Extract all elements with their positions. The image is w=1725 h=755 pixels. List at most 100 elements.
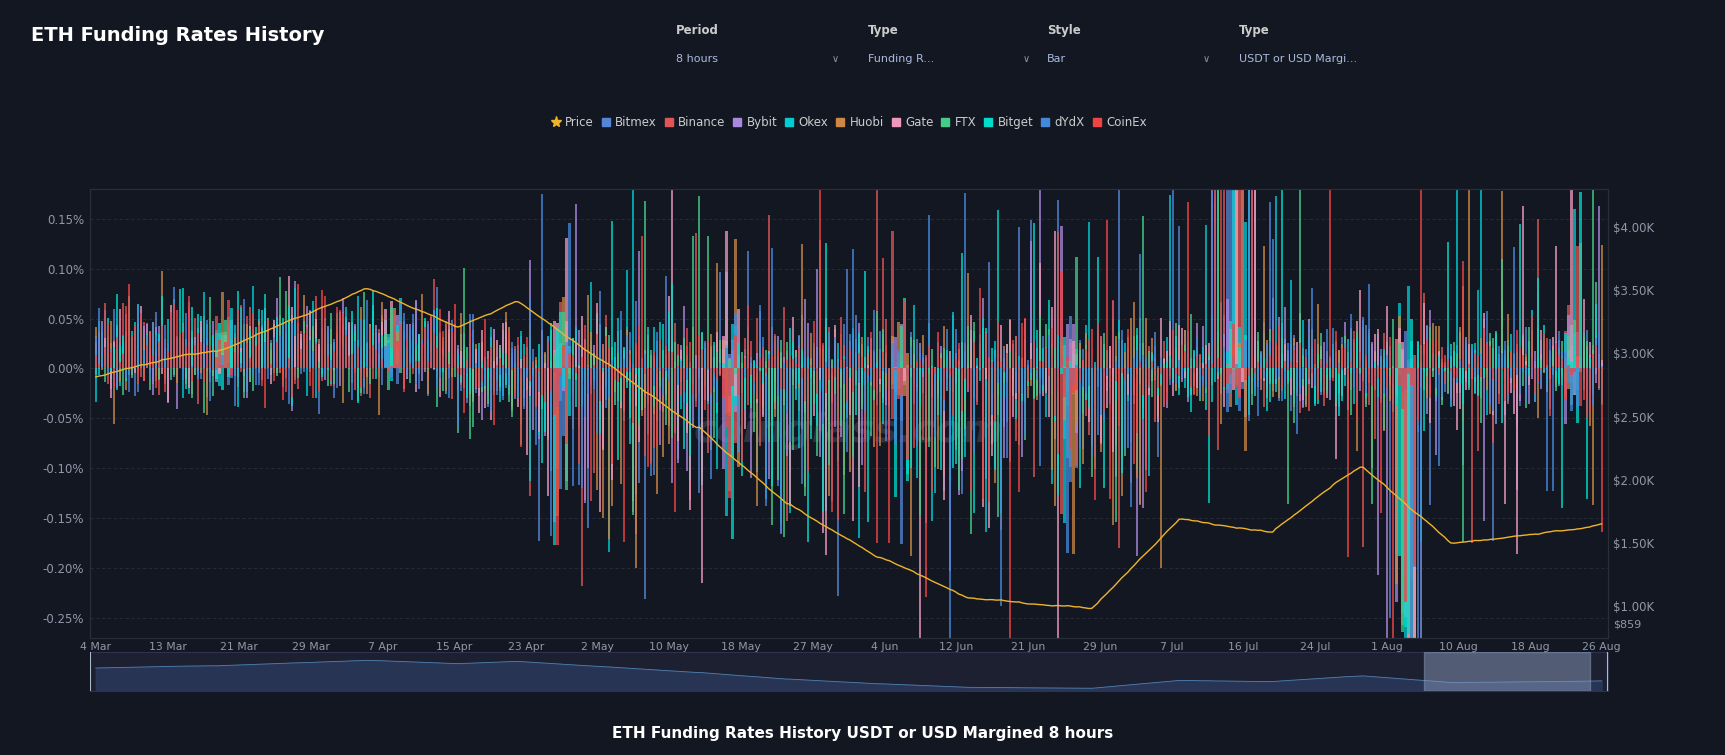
Bar xyxy=(1449,368,1452,399)
Bar xyxy=(1097,368,1099,371)
Bar xyxy=(260,331,262,368)
Bar xyxy=(976,368,978,390)
Bar xyxy=(292,368,293,406)
Bar xyxy=(281,368,285,387)
Bar xyxy=(726,231,728,368)
Bar xyxy=(521,359,523,368)
Bar xyxy=(188,296,190,368)
Bar xyxy=(1392,368,1394,404)
Bar xyxy=(662,324,664,368)
Bar xyxy=(595,358,599,368)
Bar xyxy=(240,363,242,368)
Bar xyxy=(683,368,685,381)
Bar xyxy=(1580,365,1582,368)
Bar xyxy=(1492,368,1494,389)
Bar xyxy=(1292,356,1295,368)
Bar xyxy=(1145,368,1147,371)
Bar xyxy=(1516,344,1518,368)
Bar xyxy=(1440,359,1442,368)
Bar xyxy=(1166,351,1168,368)
Bar xyxy=(883,352,885,368)
Bar xyxy=(478,368,480,383)
Bar xyxy=(888,368,890,406)
Bar xyxy=(333,368,335,371)
Bar xyxy=(183,341,185,368)
Bar xyxy=(1456,368,1458,384)
Bar xyxy=(1175,336,1176,368)
Bar xyxy=(1211,103,1213,368)
Bar xyxy=(888,368,890,381)
Bar xyxy=(252,313,254,368)
Bar xyxy=(1585,368,1587,402)
Bar xyxy=(207,345,209,368)
Bar xyxy=(623,359,624,368)
Bar xyxy=(723,368,724,375)
Bar xyxy=(1097,362,1099,368)
Bar xyxy=(590,353,592,368)
Bar xyxy=(1275,368,1276,370)
Bar xyxy=(167,344,169,368)
Bar xyxy=(1371,368,1373,385)
Bar xyxy=(474,349,478,368)
Bar xyxy=(305,351,309,368)
Bar xyxy=(1508,360,1509,368)
Bar xyxy=(1597,354,1599,368)
Bar xyxy=(1102,344,1104,368)
Bar xyxy=(728,358,731,368)
Bar xyxy=(925,368,926,374)
Bar xyxy=(1552,368,1554,374)
Bar xyxy=(1396,341,1397,368)
Bar xyxy=(304,294,305,368)
Bar xyxy=(961,368,963,459)
Bar xyxy=(228,324,229,368)
Bar xyxy=(1254,368,1256,387)
Bar xyxy=(647,335,649,368)
Bar xyxy=(248,340,250,368)
Bar xyxy=(1214,21,1216,368)
Bar xyxy=(678,344,680,368)
Bar xyxy=(883,368,885,370)
Bar xyxy=(550,368,552,386)
Bar xyxy=(321,306,323,368)
Bar xyxy=(1066,362,1068,368)
Bar xyxy=(952,368,954,388)
Bar xyxy=(1290,361,1292,368)
Bar xyxy=(116,343,117,368)
Bar xyxy=(160,339,164,368)
Bar xyxy=(1275,345,1276,368)
Bar xyxy=(1239,343,1240,368)
Bar xyxy=(1377,368,1380,378)
Bar xyxy=(611,368,612,392)
Bar xyxy=(312,326,314,368)
Bar xyxy=(1568,368,1570,389)
Bar xyxy=(378,368,381,377)
Bar xyxy=(104,338,105,368)
Bar xyxy=(547,352,550,368)
Bar xyxy=(430,353,431,368)
Bar xyxy=(542,368,543,393)
Bar xyxy=(136,323,140,368)
Bar xyxy=(1435,368,1437,396)
Bar xyxy=(1154,368,1156,377)
Bar xyxy=(775,368,776,381)
Bar xyxy=(861,368,862,371)
Bar xyxy=(704,368,707,387)
Bar xyxy=(1070,343,1071,368)
Bar xyxy=(964,193,966,368)
Bar xyxy=(1351,361,1352,368)
Bar xyxy=(554,353,555,368)
Bar xyxy=(1025,319,1026,368)
Bar xyxy=(336,336,338,368)
Bar xyxy=(1075,368,1078,424)
Bar xyxy=(316,338,317,368)
Bar xyxy=(1489,341,1490,368)
Bar xyxy=(1070,339,1071,368)
Bar xyxy=(400,368,402,373)
Bar xyxy=(264,342,266,368)
Bar xyxy=(461,351,462,368)
Bar xyxy=(1102,359,1104,368)
Bar xyxy=(788,368,790,387)
Bar xyxy=(635,300,637,368)
Bar xyxy=(1206,368,1207,393)
Bar xyxy=(1565,368,1566,376)
